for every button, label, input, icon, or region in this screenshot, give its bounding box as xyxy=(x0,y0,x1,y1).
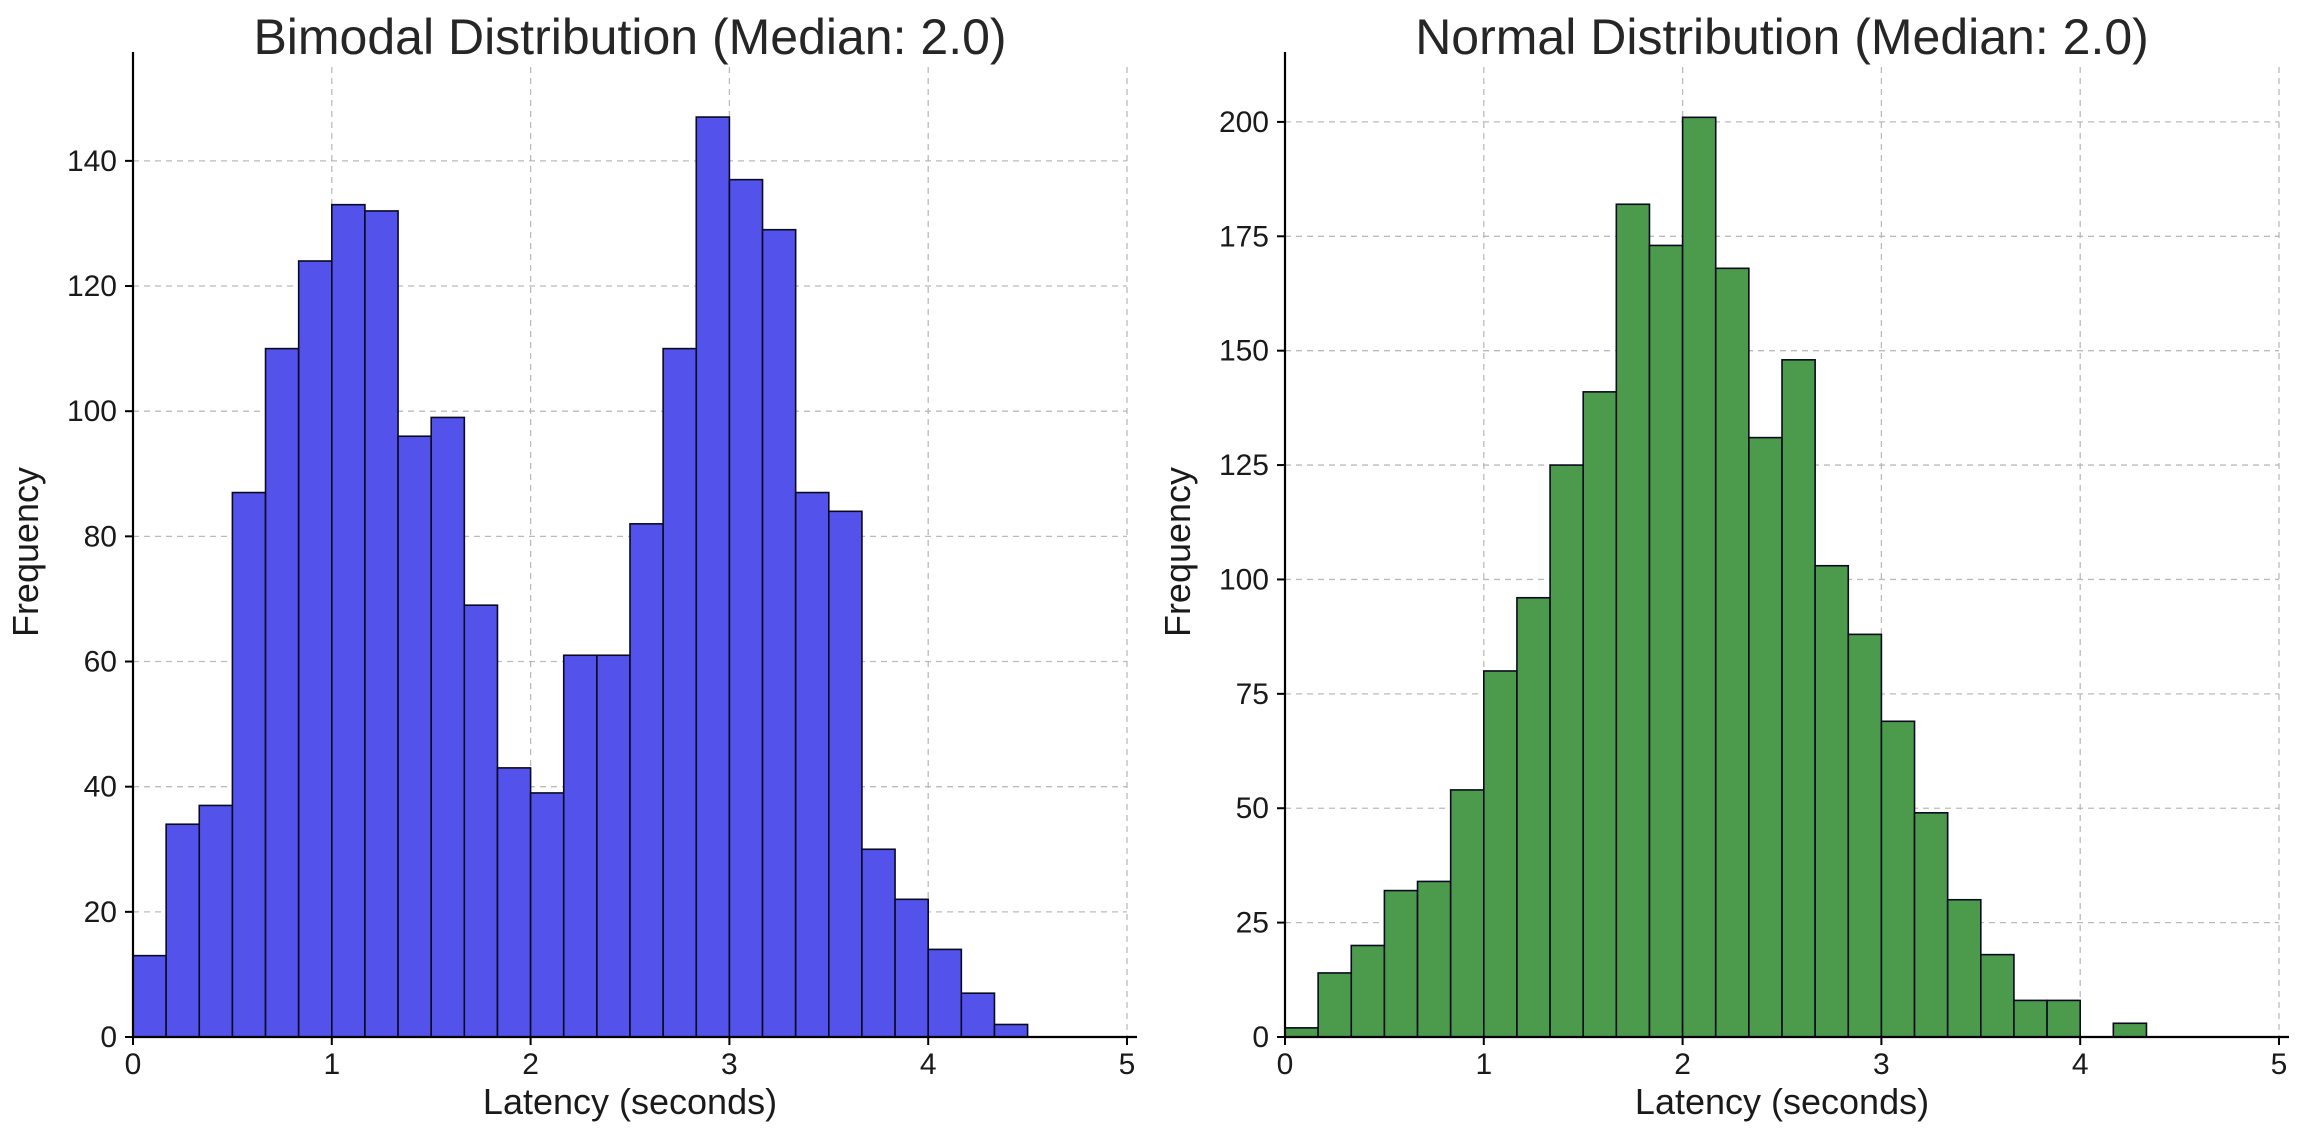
svg-text:200: 200 xyxy=(1219,106,1269,139)
svg-text:175: 175 xyxy=(1219,220,1269,253)
svg-text:100: 100 xyxy=(67,395,117,428)
svg-text:2: 2 xyxy=(522,1048,539,1081)
svg-text:Frequency: Frequency xyxy=(5,467,46,637)
svg-text:Normal Distribution (Median: 2: Normal Distribution (Median: 2.0) xyxy=(1415,9,2149,65)
svg-text:Bimodal Distribution (Median:: Bimodal Distribution (Median: 2.0) xyxy=(253,9,1006,65)
svg-text:3: 3 xyxy=(1873,1048,1890,1081)
svg-text:3: 3 xyxy=(721,1048,738,1081)
svg-text:Frequency: Frequency xyxy=(1157,467,1198,637)
svg-text:40: 40 xyxy=(84,771,117,804)
svg-text:20: 20 xyxy=(84,896,117,929)
svg-text:150: 150 xyxy=(1219,335,1269,368)
svg-text:Latency (seconds): Latency (seconds) xyxy=(483,1081,777,1122)
svg-text:1: 1 xyxy=(323,1048,340,1081)
svg-text:50: 50 xyxy=(1236,792,1269,825)
svg-text:5: 5 xyxy=(1119,1048,1136,1081)
svg-text:100: 100 xyxy=(1219,563,1269,596)
svg-text:125: 125 xyxy=(1219,449,1269,482)
svg-text:0: 0 xyxy=(1277,1048,1294,1081)
svg-text:25: 25 xyxy=(1236,907,1269,940)
svg-text:4: 4 xyxy=(2072,1048,2089,1081)
svg-text:2: 2 xyxy=(1674,1048,1691,1081)
svg-text:0: 0 xyxy=(125,1048,142,1081)
svg-text:4: 4 xyxy=(920,1048,937,1081)
svg-text:0: 0 xyxy=(100,1021,117,1054)
svg-text:60: 60 xyxy=(84,646,117,679)
svg-text:1: 1 xyxy=(1475,1048,1492,1081)
svg-text:Latency (seconds): Latency (seconds) xyxy=(1635,1081,1929,1122)
svg-text:80: 80 xyxy=(84,520,117,553)
svg-text:0: 0 xyxy=(1252,1021,1269,1054)
svg-text:5: 5 xyxy=(2271,1048,2288,1081)
svg-text:120: 120 xyxy=(67,270,117,303)
svg-text:140: 140 xyxy=(67,145,117,178)
svg-text:75: 75 xyxy=(1236,678,1269,711)
